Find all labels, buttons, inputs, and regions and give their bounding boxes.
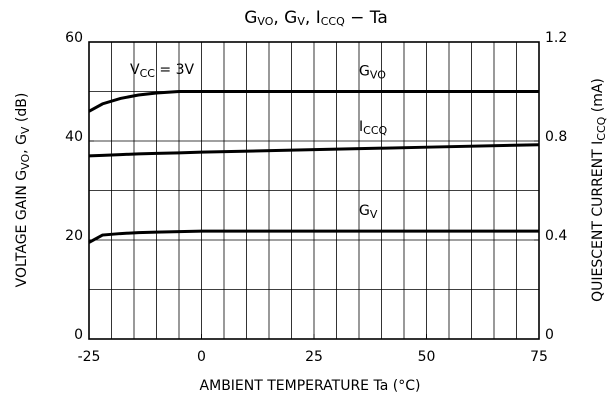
- y2-tick-label: 0: [545, 327, 554, 343]
- line-series: [88, 229, 539, 244]
- line-series: [88, 143, 540, 158]
- y2-tick-label: 0.8: [545, 129, 567, 145]
- x-tick-label: 25: [305, 349, 323, 365]
- chart-title: GVO, GV, ICCQ − Ta: [244, 8, 388, 28]
- annotation: VCC = 3V: [130, 62, 194, 80]
- text-part: − Ta: [345, 8, 388, 28]
- series-label: GVO: [359, 64, 386, 82]
- text-part: G: [244, 8, 257, 28]
- text-part: QUIESCENT CURRENT I: [590, 141, 606, 302]
- line-series: [88, 90, 539, 113]
- text-part: , I: [305, 8, 321, 28]
- y-axis-label: VOLTAGE GAIN GVO, GV (dB): [14, 93, 32, 288]
- x-tick-label: 0: [197, 349, 206, 365]
- text-part: (dB): [14, 93, 30, 127]
- subscript: CC: [140, 67, 156, 80]
- y-tick-label: 60: [65, 30, 83, 46]
- y-tick-label: 0: [74, 327, 83, 343]
- x-axis-label: AMBIENT TEMPERATURE Ta (°C): [200, 378, 421, 394]
- subscript: VO: [19, 153, 32, 169]
- x-tick-label: 75: [530, 349, 548, 365]
- y-tick-label: 20: [65, 228, 83, 244]
- x-tick-label: 50: [418, 349, 436, 365]
- x-tick-label: -25: [78, 349, 101, 365]
- text-part: (mA): [590, 78, 606, 117]
- text-part: V: [130, 62, 140, 78]
- text-part: VOLTAGE GAIN G: [14, 170, 30, 288]
- text-part: , G: [273, 8, 297, 28]
- subscript: VO: [257, 15, 273, 28]
- y-tick-label: 40: [65, 129, 83, 145]
- text-part: = 3V: [155, 62, 195, 78]
- subscript: CCQ: [595, 116, 608, 140]
- text-part: AMBIENT TEMPERATURE Ta (°C): [200, 378, 421, 394]
- subscript: V: [297, 15, 305, 28]
- y2-axis-label: QUIESCENT CURRENT ICCQ (mA): [590, 78, 608, 302]
- text-part: , G: [14, 134, 30, 154]
- y2-tick-label: 1.2: [545, 30, 567, 46]
- series-label: GV: [359, 203, 378, 221]
- subscript: CCQ: [321, 15, 345, 28]
- y2-tick-label: 0.4: [545, 228, 567, 244]
- series-label: ICCQ: [359, 119, 388, 137]
- subscript: V: [19, 126, 32, 134]
